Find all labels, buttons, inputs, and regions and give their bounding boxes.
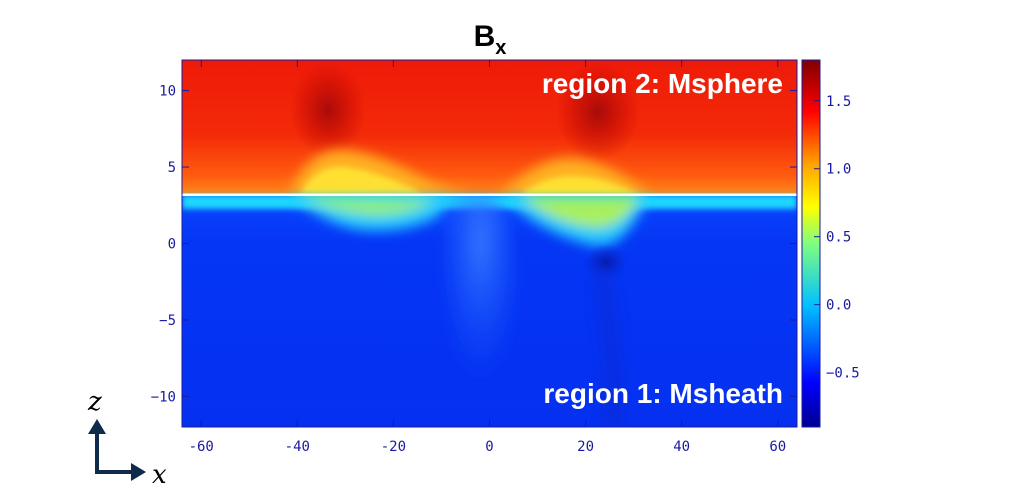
x-axis: -60 -40 -20 0 20 40 60 (189, 60, 786, 455)
y-tick-label: −10 (151, 389, 176, 405)
chart-title: Bx (474, 20, 507, 59)
colorbar-axis: 1.5 1.0 0.5 0.0 −0.5 (814, 94, 860, 382)
y-axis: 10 5 0 −5 −10 (151, 84, 797, 405)
x-tick-label: -40 (285, 439, 310, 455)
x-tick-label: 0 (485, 439, 493, 455)
colorbar-tick-label: 0.0 (826, 298, 851, 314)
axes-indicator: z x (87, 387, 167, 490)
x-tick-label: 40 (673, 439, 690, 455)
x-tick-label: -60 (189, 439, 214, 455)
x-arrow-icon (131, 463, 146, 481)
y-tick-label: 10 (159, 84, 176, 100)
colorbar-tick-label: 0.5 (826, 230, 851, 246)
colorbar-tick-label: 1.0 (826, 162, 851, 178)
x-axis-letter: x (152, 460, 167, 490)
x-tick-label: 60 (769, 439, 786, 455)
x-tick-label: 20 (577, 439, 594, 455)
y-tick-label: 5 (168, 160, 176, 176)
z-axis-letter: z (87, 387, 102, 417)
y-tick-label: −5 (159, 313, 176, 329)
z-arrow-icon (88, 419, 106, 434)
y-tick-label: 0 (168, 237, 176, 253)
annotation-region-1: region 1: Msheath (543, 378, 783, 409)
colorbar-tick-label: −0.5 (826, 366, 860, 382)
heatmap-field (182, 60, 797, 427)
colorbar (801, 59, 821, 428)
x-tick-label: -20 (381, 439, 406, 455)
annotation-region-2: region 2: Msphere (542, 68, 783, 99)
colorbar-tick-label: 1.5 (826, 94, 851, 110)
